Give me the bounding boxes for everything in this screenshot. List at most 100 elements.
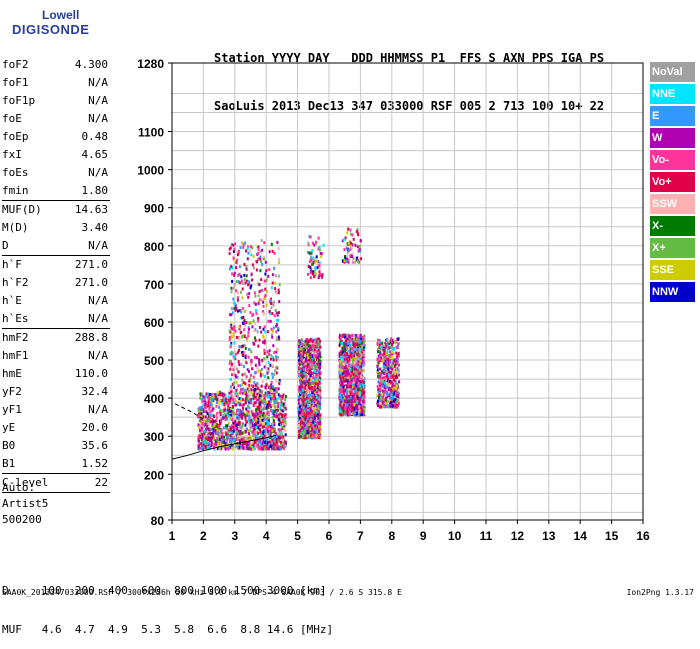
data-point — [262, 440, 264, 443]
data-point — [347, 370, 349, 373]
data-point — [304, 424, 306, 427]
data-point — [264, 273, 266, 276]
data-point — [257, 345, 259, 348]
data-point — [207, 412, 209, 415]
data-point — [282, 435, 284, 438]
data-point — [273, 447, 275, 450]
data-point — [269, 250, 271, 253]
data-point — [273, 358, 275, 361]
data-point — [360, 365, 362, 368]
data-point — [258, 302, 260, 305]
data-point — [309, 252, 311, 255]
data-point — [231, 366, 233, 369]
data-point — [218, 441, 220, 444]
data-point — [319, 386, 321, 389]
data-point — [267, 396, 269, 399]
data-point — [302, 388, 304, 391]
data-point — [251, 279, 253, 282]
data-point — [346, 389, 348, 392]
data-point — [217, 398, 219, 401]
data-point — [220, 409, 222, 412]
data-point — [317, 340, 319, 343]
data-point — [254, 388, 256, 391]
data-point — [214, 393, 216, 396]
data-point — [241, 279, 243, 282]
data-point — [320, 252, 322, 255]
data-point — [266, 290, 268, 293]
data-point — [245, 354, 247, 357]
data-point — [356, 401, 358, 404]
data-point — [346, 347, 348, 350]
data-point — [272, 344, 274, 347]
y-tick-label: 500 — [144, 354, 164, 368]
data-point — [347, 342, 349, 345]
data-point — [308, 401, 310, 404]
data-point — [262, 430, 264, 433]
data-point — [309, 266, 311, 269]
data-point — [318, 425, 320, 428]
data-point — [260, 250, 262, 253]
data-point — [270, 306, 272, 309]
data-point — [241, 345, 243, 348]
data-point — [317, 404, 319, 407]
data-point — [259, 417, 261, 420]
data-point — [298, 342, 300, 345]
y-tick-label: 1280 — [137, 57, 164, 71]
data-point — [362, 403, 364, 406]
y-tick-label: 600 — [144, 316, 164, 330]
data-point — [250, 374, 252, 377]
data-point — [300, 348, 302, 351]
data-point — [304, 382, 306, 385]
data-point — [270, 320, 272, 323]
data-point — [260, 278, 262, 281]
data-point — [313, 396, 315, 399]
data-point — [225, 398, 227, 401]
data-point — [248, 415, 250, 418]
data-point — [261, 359, 263, 362]
data-point — [219, 403, 221, 406]
data-point — [363, 344, 365, 347]
data-point — [254, 336, 256, 339]
data-point — [275, 366, 277, 369]
data-point — [253, 266, 255, 269]
data-point — [343, 362, 345, 365]
data-point — [311, 361, 313, 364]
data-point — [236, 336, 238, 339]
data-point — [285, 404, 287, 407]
data-point — [247, 283, 249, 286]
data-point — [249, 399, 251, 402]
data-point — [221, 436, 223, 439]
data-point — [269, 440, 271, 443]
data-point — [245, 430, 247, 433]
data-point — [285, 395, 287, 398]
data-point — [271, 430, 273, 433]
data-point — [237, 253, 239, 256]
data-point — [245, 347, 247, 350]
data-point — [351, 392, 353, 395]
data-point — [303, 351, 305, 354]
data-point — [359, 388, 361, 391]
y-tick-label: 1100 — [138, 126, 164, 140]
data-point — [271, 312, 273, 315]
data-point — [314, 267, 316, 270]
data-point — [278, 423, 280, 426]
data-point — [262, 394, 264, 397]
data-point — [305, 338, 307, 341]
data-point — [264, 325, 266, 328]
data-point — [354, 368, 356, 371]
data-point — [316, 396, 318, 399]
data-point — [231, 290, 233, 293]
data-point — [224, 409, 226, 412]
data-point — [240, 331, 242, 334]
data-point — [315, 339, 317, 342]
data-point — [241, 404, 243, 407]
data-point — [339, 406, 341, 409]
data-point — [251, 384, 253, 387]
data-point — [308, 423, 310, 426]
data-point — [261, 298, 263, 301]
data-point — [247, 247, 249, 250]
data-point — [316, 260, 318, 263]
data-point — [305, 362, 307, 365]
data-point — [262, 380, 264, 383]
data-point — [230, 434, 232, 437]
